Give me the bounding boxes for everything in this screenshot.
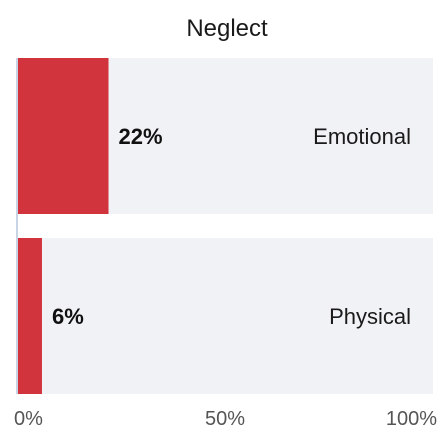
value-label-physical: 6% xyxy=(52,304,84,329)
x-tick-label-100: 100% xyxy=(386,408,437,428)
x-axis-ticks: 0% 50% 100% xyxy=(14,408,437,428)
chart-title: Neglect xyxy=(186,15,268,42)
value-label-emotional: 22% xyxy=(119,124,163,149)
x-tick-label-0: 0% xyxy=(14,408,43,428)
bar-track-physical xyxy=(17,238,433,394)
chart-rows: 22% Emotional 6% Physical xyxy=(17,58,433,394)
category-label-emotional: Emotional xyxy=(313,124,411,149)
bar-physical xyxy=(17,238,42,394)
category-label-physical: Physical xyxy=(329,304,411,329)
bar-emotional xyxy=(17,58,109,214)
x-tick-label-50: 50% xyxy=(205,408,245,428)
